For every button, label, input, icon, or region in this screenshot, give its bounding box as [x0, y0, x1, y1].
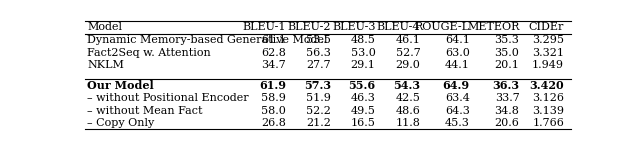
Text: – Copy Only: – Copy Only	[88, 118, 155, 128]
Text: Our Model: Our Model	[88, 80, 154, 91]
Text: 35.0: 35.0	[495, 48, 520, 58]
Text: 46.1: 46.1	[396, 35, 420, 45]
Text: 48.5: 48.5	[351, 35, 376, 45]
Text: BLEU-4: BLEU-4	[377, 22, 420, 32]
Text: 42.5: 42.5	[396, 93, 420, 103]
Text: 27.7: 27.7	[307, 60, 331, 70]
Text: 55.6: 55.6	[349, 80, 376, 91]
Text: 3.139: 3.139	[532, 106, 564, 116]
Text: Fact2Seq w. Attention: Fact2Seq w. Attention	[88, 48, 211, 58]
Text: – without Mean Fact: – without Mean Fact	[88, 106, 203, 116]
Text: 20.6: 20.6	[495, 118, 520, 128]
Text: 3.420: 3.420	[529, 80, 564, 91]
Text: 57.3: 57.3	[304, 80, 331, 91]
Text: Dynamic Memory-based Generative Model: Dynamic Memory-based Generative Model	[88, 35, 328, 45]
Text: 53.0: 53.0	[351, 48, 376, 58]
Text: 56.3: 56.3	[306, 48, 331, 58]
Text: Model: Model	[88, 22, 122, 32]
Text: 63.0: 63.0	[445, 48, 470, 58]
Text: 29.0: 29.0	[396, 60, 420, 70]
Text: 1.766: 1.766	[532, 118, 564, 128]
Text: BLEU-1: BLEU-1	[243, 22, 286, 32]
Text: 52.7: 52.7	[396, 48, 420, 58]
Text: 61.9: 61.9	[259, 80, 286, 91]
Text: 58.0: 58.0	[262, 106, 286, 116]
Text: 58.9: 58.9	[262, 93, 286, 103]
Text: 33.7: 33.7	[495, 93, 520, 103]
Text: 35.3: 35.3	[495, 35, 520, 45]
Text: 34.7: 34.7	[262, 60, 286, 70]
Text: 49.5: 49.5	[351, 106, 376, 116]
Text: BLEU-3: BLEU-3	[332, 22, 376, 32]
Text: 54.3: 54.3	[393, 80, 420, 91]
Text: 52.2: 52.2	[306, 106, 331, 116]
Text: 16.5: 16.5	[351, 118, 376, 128]
Text: 51.9: 51.9	[306, 93, 331, 103]
Text: 3.321: 3.321	[532, 48, 564, 58]
Text: 64.1: 64.1	[445, 35, 470, 45]
Text: 63.4: 63.4	[445, 93, 470, 103]
Text: 53.5: 53.5	[306, 35, 331, 45]
Text: CIDEr: CIDEr	[529, 22, 564, 32]
Text: 64.3: 64.3	[445, 106, 470, 116]
Text: 29.1: 29.1	[351, 60, 376, 70]
Text: – without Positional Encoder: – without Positional Encoder	[88, 93, 249, 103]
Text: 11.8: 11.8	[396, 118, 420, 128]
Text: 3.126: 3.126	[532, 93, 564, 103]
Text: BLEU-2: BLEU-2	[287, 22, 331, 32]
Text: METEOR: METEOR	[467, 22, 520, 32]
Text: 48.6: 48.6	[396, 106, 420, 116]
Text: 34.8: 34.8	[495, 106, 520, 116]
Text: 36.3: 36.3	[492, 80, 520, 91]
Text: 3.295: 3.295	[532, 35, 564, 45]
Text: NKLM: NKLM	[88, 60, 124, 70]
Text: 1.949: 1.949	[532, 60, 564, 70]
Text: 61.1: 61.1	[262, 35, 286, 45]
Text: 45.3: 45.3	[445, 118, 470, 128]
Text: 46.3: 46.3	[351, 93, 376, 103]
Text: 21.2: 21.2	[306, 118, 331, 128]
Text: 62.8: 62.8	[262, 48, 286, 58]
Text: 64.9: 64.9	[443, 80, 470, 91]
Text: 20.1: 20.1	[495, 60, 520, 70]
Text: 26.8: 26.8	[262, 118, 286, 128]
Text: 44.1: 44.1	[445, 60, 470, 70]
Text: ROUGE-L: ROUGE-L	[415, 22, 470, 32]
